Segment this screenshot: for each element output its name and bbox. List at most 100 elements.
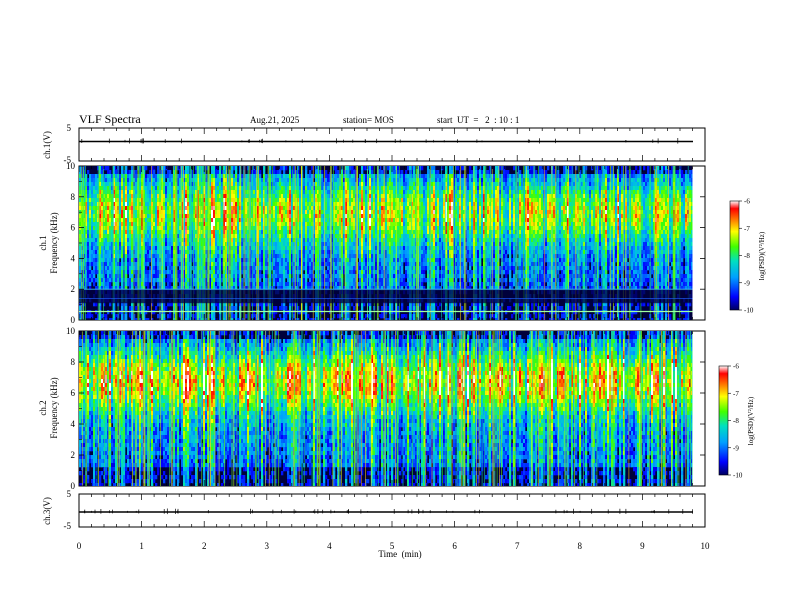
spectrogram-cell: [89, 250, 92, 255]
spectrogram-cell: [95, 210, 98, 215]
spectrogram-cell: [179, 302, 182, 307]
spectrogram-cell: [195, 222, 198, 227]
spectrogram-cell: [361, 190, 364, 195]
spectrogram-cell: [305, 310, 308, 315]
spectrogram-cell: [367, 250, 370, 255]
spectrogram-cell: [303, 226, 306, 231]
spectrogram-cell: [325, 182, 328, 187]
spectrogram-cell: [305, 214, 308, 219]
spectrogram-cell: [187, 266, 190, 271]
spectrogram-cell: [109, 206, 112, 211]
spectrogram-cell: [87, 274, 90, 279]
spectrogram-cell: [321, 174, 324, 179]
spectrogram-cell: [145, 266, 148, 271]
spectrogram-cell: [211, 314, 214, 319]
spectrogram-cell: [361, 170, 364, 175]
spectrogram-cell: [335, 282, 338, 287]
spectrogram-cell: [363, 226, 366, 231]
spectrogram-cell: [217, 174, 220, 179]
spectrogram-cell: [303, 198, 306, 203]
spectrogram-cell: [157, 198, 160, 203]
spectrogram-cell: [91, 238, 94, 243]
spectrogram-cell: [87, 266, 90, 271]
spectrogram-cell: [179, 182, 182, 187]
spectrogram-cell: [235, 202, 238, 207]
spectrogram-cell: [343, 246, 346, 251]
spectrogram-cell: [87, 254, 90, 259]
spectrogram-cell: [169, 210, 172, 215]
spectrogram-cell: [311, 234, 314, 239]
spectrogram-cell: [103, 234, 106, 239]
spectrogram-cell: [81, 282, 84, 287]
spectrogram-cell: [191, 210, 194, 215]
spectrogram-cell: [115, 238, 118, 243]
spectrogram-cell: [185, 250, 188, 255]
spectrogram-cell: [275, 194, 278, 199]
spectrogram-cell: [283, 302, 286, 307]
spectrogram-cell: [93, 302, 96, 307]
spectrogram-cell: [311, 270, 314, 275]
spectrogram-cell: [345, 278, 348, 283]
spectrogram-cell: [311, 242, 314, 247]
spectrogram-cell: [119, 198, 122, 203]
spectrogram-cell: [315, 270, 318, 275]
spectrogram-cell: [211, 210, 214, 215]
spectrogram-cell: [245, 218, 248, 223]
spectrogram-cell: [125, 218, 128, 223]
spectrogram-cell: [185, 238, 188, 243]
spectrogram-cell: [121, 270, 124, 275]
spectrogram-cell: [239, 238, 242, 243]
spectrogram-cell: [105, 242, 108, 247]
spectrogram-cell: [295, 286, 298, 291]
spectrogram-cell: [101, 166, 104, 171]
spectrogram-cell: [337, 222, 340, 227]
spectrogram-cell: [255, 282, 258, 287]
spectrogram-cell: [171, 286, 174, 291]
spectrogram-cell: [147, 186, 150, 191]
spectrogram-cell: [101, 194, 104, 199]
spectrogram-cell: [121, 214, 124, 219]
spectrogram-cell: [217, 270, 220, 275]
spectrogram-cell: [323, 270, 326, 275]
spectrogram-cell: [237, 214, 240, 219]
spectrogram-cell: [277, 230, 280, 235]
spectrogram-cell: [199, 182, 202, 187]
spectrogram-cell: [151, 210, 154, 215]
spectrogram-cell: [361, 318, 364, 320]
spectrogram-cell: [359, 286, 362, 291]
spectrogram-cell: [357, 202, 360, 207]
spectrogram-cell: [103, 194, 106, 199]
spectrogram-cell: [151, 242, 154, 247]
spectrogram-cell: [305, 242, 308, 247]
spectrogram-cell: [165, 234, 168, 239]
spectrogram-cell: [285, 210, 288, 215]
spectrogram-cell: [275, 202, 278, 207]
spectrogram-cell: [79, 246, 82, 251]
spectrogram-cell: [171, 238, 174, 243]
spectrogram-cell: [237, 250, 240, 255]
spectrogram-cell: [253, 210, 256, 215]
spectrogram-cell: [311, 286, 314, 291]
spectrogram-cell: [255, 210, 258, 215]
spectrogram-cell: [125, 234, 128, 239]
spectrogram-cell: [101, 258, 104, 263]
spectrogram-cell: [293, 218, 296, 223]
spectrogram-cell: [183, 218, 186, 223]
spectrogram-cell: [95, 262, 98, 267]
spectrogram-cell: [221, 286, 224, 291]
spectrogram-cell: [237, 238, 240, 243]
spectrogram-cell: [287, 310, 290, 315]
spectrogram-cell: [145, 262, 148, 267]
spectrogram-cell: [277, 174, 280, 179]
spectrogram-cell: [165, 210, 168, 215]
spectrogram-cell: [185, 214, 188, 219]
spectrogram-cell: [107, 250, 110, 255]
spectrogram-cell: [127, 170, 130, 175]
spectrogram-cell: [307, 274, 310, 279]
spectrogram-cell: [185, 182, 188, 187]
spectrogram-cell: [115, 274, 118, 279]
spectrogram-cell: [147, 174, 150, 179]
spectrogram-cell: [361, 182, 364, 187]
spectrogram-cell: [149, 238, 152, 243]
spectrogram-cell: [241, 222, 244, 227]
